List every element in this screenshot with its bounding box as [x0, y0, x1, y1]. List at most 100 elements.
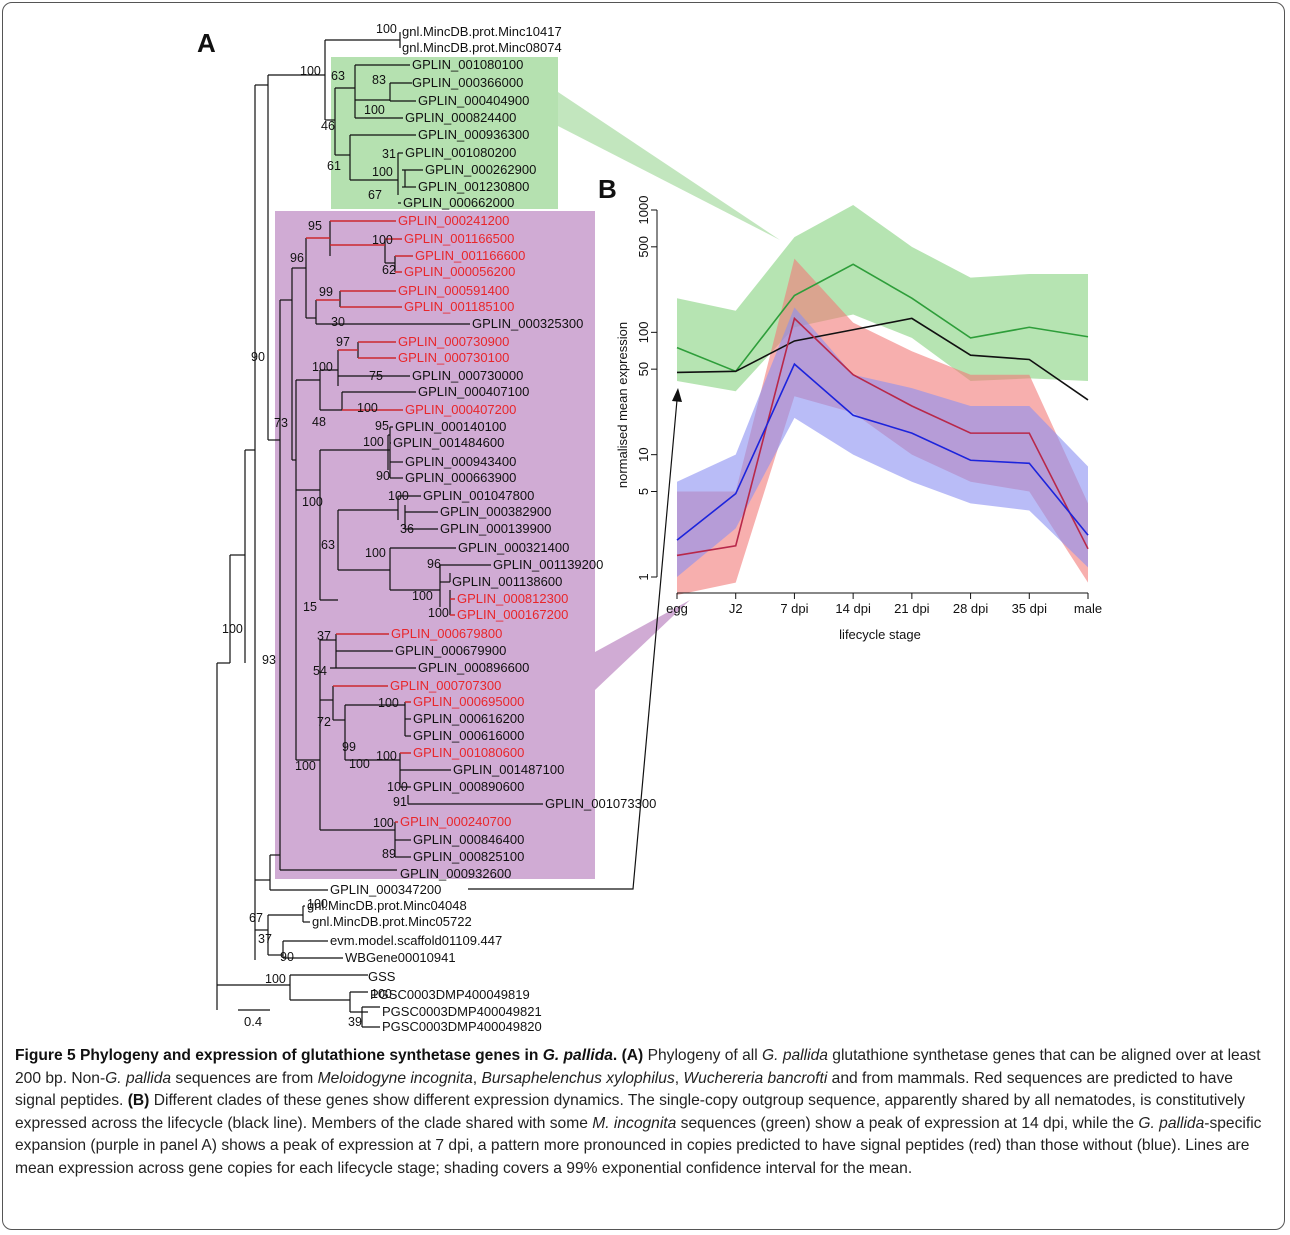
- bootstrap-value: 100: [376, 22, 397, 36]
- bootstrap-value: 54: [313, 664, 327, 678]
- outgroup-arrow: [468, 399, 678, 890]
- y-tick-label: 1: [636, 573, 651, 580]
- series-line: [676, 317, 1089, 401]
- panel-b-tag: (B): [127, 1092, 150, 1109]
- tip-label: GPLIN_000139900: [440, 521, 551, 536]
- bootstrap-value: 63: [321, 538, 335, 552]
- bootstrap-value: 100: [387, 780, 408, 794]
- bootstrap-value: 37: [317, 629, 331, 643]
- bootstrap-value: 100: [302, 495, 323, 509]
- tip-label: GPLIN_000167200: [457, 607, 568, 622]
- phylogenetic-tree: gnl.MincDB.prot.Minc10417gnl.MincDB.prot…: [216, 22, 656, 1034]
- bootstrap-value: 97: [336, 335, 350, 349]
- tip-label: GPLIN_001166500: [404, 231, 514, 246]
- bootstrap-value: 99: [319, 285, 333, 299]
- y-tick-label: 50: [636, 362, 651, 376]
- y-tick-label: 10: [636, 447, 651, 461]
- bootstrap-value: 39: [348, 1015, 362, 1029]
- bootstrap-value: 96: [427, 557, 441, 571]
- x-tick-label: 35 dpi: [1012, 601, 1048, 616]
- y-tick-label: 500: [636, 236, 651, 258]
- bootstrap-value: 100: [295, 759, 316, 773]
- bootstrap-value: 73: [274, 416, 288, 430]
- tip-label: GPLIN_000812300: [457, 591, 568, 606]
- bootstrap-value: 100: [307, 897, 328, 911]
- purple-clade-shade: [275, 211, 595, 879]
- tip-label: GPLIN_001073300: [545, 796, 656, 811]
- tip-label: GPLIN_000695000: [413, 694, 524, 709]
- tip-label: GSS: [368, 969, 396, 984]
- bootstrap-value: 67: [368, 188, 382, 202]
- bootstrap-value: 75: [369, 369, 383, 383]
- bootstrap-value: 95: [308, 219, 322, 233]
- bootstrap-value: 100: [363, 435, 384, 449]
- tip-label: GPLIN_000366000: [412, 75, 523, 90]
- tip-label: GPLIN_000240700: [400, 814, 511, 829]
- tip-label: GPLIN_000890600: [413, 779, 524, 794]
- bootstrap-value: 100: [372, 233, 393, 247]
- tip-label: gnl.MincDB.prot.Minc10417: [402, 24, 562, 39]
- bootstrap-value: 100: [357, 401, 378, 415]
- tip-label: PGSC0003DMP400049821: [382, 1004, 542, 1019]
- panel-b-label: B: [598, 174, 617, 204]
- bootstrap-value: 48: [312, 415, 326, 429]
- bootstrap-value: 100: [300, 64, 321, 78]
- bootstrap-value: 36: [400, 522, 414, 536]
- tip-label: GPLIN_000347200: [330, 882, 441, 897]
- figure-graphic: A B gnl.MincDB.prot.Minc10417gnl.MincDB.…: [197, 22, 1102, 1034]
- tip-label: GPLIN_000325300: [472, 316, 583, 331]
- tip-label: GPLIN_000056200: [404, 264, 515, 279]
- y-axis-label: normalised mean expression: [615, 322, 630, 488]
- tip-label: PGSC0003DMP400049820: [382, 1019, 542, 1034]
- tip-label: PGSC0003DMP400049819: [370, 987, 530, 1002]
- tip-label: gnl.MincDB.prot.Minc05722: [312, 914, 472, 929]
- x-tick-label: J2: [729, 601, 743, 616]
- tip-label: GPLIN_000730100: [398, 350, 509, 365]
- bootstrap-value: 89: [382, 847, 396, 861]
- bootstrap-value: 90: [376, 469, 390, 483]
- series-line: [676, 263, 1089, 373]
- x-tick-label: egg: [666, 601, 688, 616]
- tip-label: GPLIN_000679800: [391, 626, 502, 641]
- tip-label: evm.model.scaffold01109.447: [330, 933, 502, 948]
- bootstrap-value: 63: [331, 69, 345, 83]
- scale-bar-label: 0.4: [244, 1014, 262, 1029]
- tip-label: gnl.MincDB.prot.Minc04048: [307, 898, 467, 913]
- tip-label: GPLIN_000846400: [413, 832, 524, 847]
- bootstrap-value: 100: [388, 489, 409, 503]
- tip-label: GPLIN_000262900: [425, 162, 536, 177]
- tip-label: GPLIN_001080100: [412, 57, 523, 72]
- tip-label: GPLIN_000707300: [390, 678, 501, 693]
- bootstrap-value: 100: [365, 546, 386, 560]
- y-tick-label: 100: [636, 321, 651, 343]
- tip-label: GPLIN_000407200: [405, 402, 516, 417]
- y-tick-label: 5: [636, 488, 651, 495]
- series-line: [676, 362, 1089, 541]
- expression-chart: 1 5 10 50 100 500 1000 normalised mean expressi…: [615, 196, 1102, 642]
- tip-label: GPLIN_000321400: [458, 540, 569, 555]
- bootstrap-value: 100: [378, 696, 399, 710]
- green-callout-wedge: [558, 92, 780, 240]
- series-line: [676, 316, 1089, 557]
- tip-label: GPLIN_000679900: [395, 643, 506, 658]
- tip-label: gnl.MincDB.prot.Minc08074: [402, 40, 562, 55]
- tip-label: GPLIN_000616000: [413, 728, 524, 743]
- tip-label: GPLIN_001047800: [423, 488, 534, 503]
- tip-label: GPLIN_001138600: [452, 574, 562, 589]
- bootstrap-value: 96: [290, 251, 304, 265]
- green-clade-shade: [331, 57, 558, 209]
- tip-label: GPLIN_000404900: [418, 93, 529, 108]
- bootstrap-value: 100: [428, 606, 449, 620]
- bootstrap-value: 61: [327, 159, 341, 173]
- tip-label: GPLIN_001139200: [493, 557, 603, 572]
- bootstrap-value: 72: [317, 715, 331, 729]
- bootstrap-value: 90: [280, 950, 294, 964]
- tip-label: GPLIN_000730900: [398, 334, 509, 349]
- bootstrap-value: 93: [262, 653, 276, 667]
- tip-label: GPLIN_001166600: [415, 248, 525, 263]
- outgroup-arrowhead: [672, 388, 682, 402]
- tip-label: GPLIN_000616200: [413, 711, 524, 726]
- bootstrap-value: 62: [382, 263, 396, 277]
- tip-label: GPLIN_000241200: [398, 213, 509, 228]
- bootstrap-value: 100: [364, 103, 385, 117]
